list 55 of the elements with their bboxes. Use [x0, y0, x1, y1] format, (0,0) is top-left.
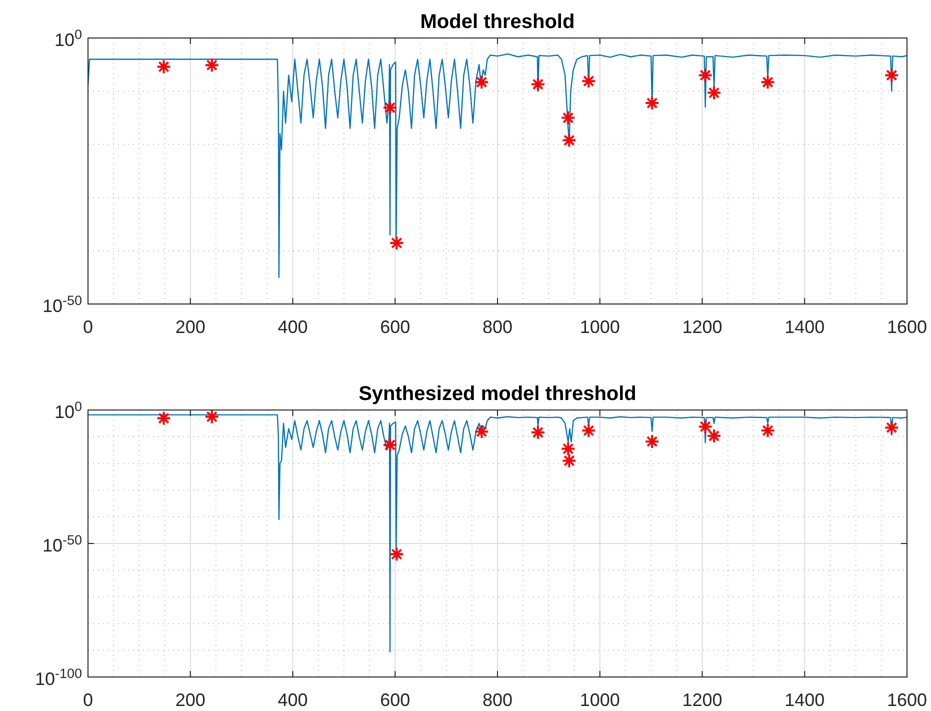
line-series — [87, 414, 908, 652]
x-tick-label: 200 — [175, 317, 206, 337]
point — [560, 441, 576, 456]
point — [474, 424, 490, 440]
x-tick-label: 1000 — [580, 317, 620, 337]
point — [706, 85, 722, 100]
x-tick-label: 400 — [278, 317, 308, 337]
x-tick-label: 400 — [278, 690, 308, 710]
point — [644, 434, 660, 449]
x-tick-label: 1000 — [580, 690, 620, 710]
point — [389, 235, 404, 250]
chart-title: Model threshold — [420, 11, 575, 33]
point — [562, 453, 577, 468]
point — [530, 424, 546, 440]
x-tick-label: 1400 — [784, 690, 825, 710]
point — [698, 419, 713, 434]
point — [760, 74, 776, 90]
y-tick-label: 10$^{0}$ — [54, 398, 82, 422]
point — [698, 68, 713, 83]
chart-title: Synthesized model threshold — [358, 383, 636, 405]
y-tick-label: 10$^{0}$ — [54, 26, 82, 50]
point — [884, 68, 900, 83]
x-tick-label: 800 — [482, 690, 513, 710]
x-tick-label: 1400 — [784, 317, 825, 337]
point — [382, 100, 398, 116]
point — [530, 76, 546, 92]
x-tick-label: 1200 — [682, 690, 722, 710]
point — [760, 423, 776, 438]
point — [644, 96, 660, 111]
x-tick-label: 200 — [175, 690, 206, 710]
point — [884, 420, 900, 436]
y-tick-label: 10$^{-50}$ — [42, 532, 82, 556]
x-tick-label: 1600 — [886, 317, 928, 337]
x-tick-label: 0 — [82, 690, 94, 710]
point — [389, 546, 404, 562]
x-tick-label: 600 — [380, 690, 410, 710]
point — [581, 423, 596, 438]
point — [204, 58, 220, 73]
point — [204, 409, 220, 424]
point — [474, 74, 490, 90]
point — [560, 110, 576, 126]
x-tick-label: 1200 — [682, 317, 722, 337]
line-series — [87, 53, 908, 278]
y-tick-label: 10$^{-50}$ — [42, 292, 82, 316]
point — [562, 132, 577, 148]
point — [581, 74, 596, 89]
x-tick-label: 800 — [482, 317, 513, 337]
point — [382, 437, 398, 452]
x-tick-label: 600 — [380, 317, 410, 337]
y-tick-label: 10$^{-100}$ — [34, 666, 82, 689]
point — [156, 59, 172, 74]
point — [156, 410, 172, 426]
x-tick-label: 1600 — [886, 690, 928, 710]
x-tick-label: 0 — [82, 317, 94, 337]
point — [706, 428, 722, 444]
